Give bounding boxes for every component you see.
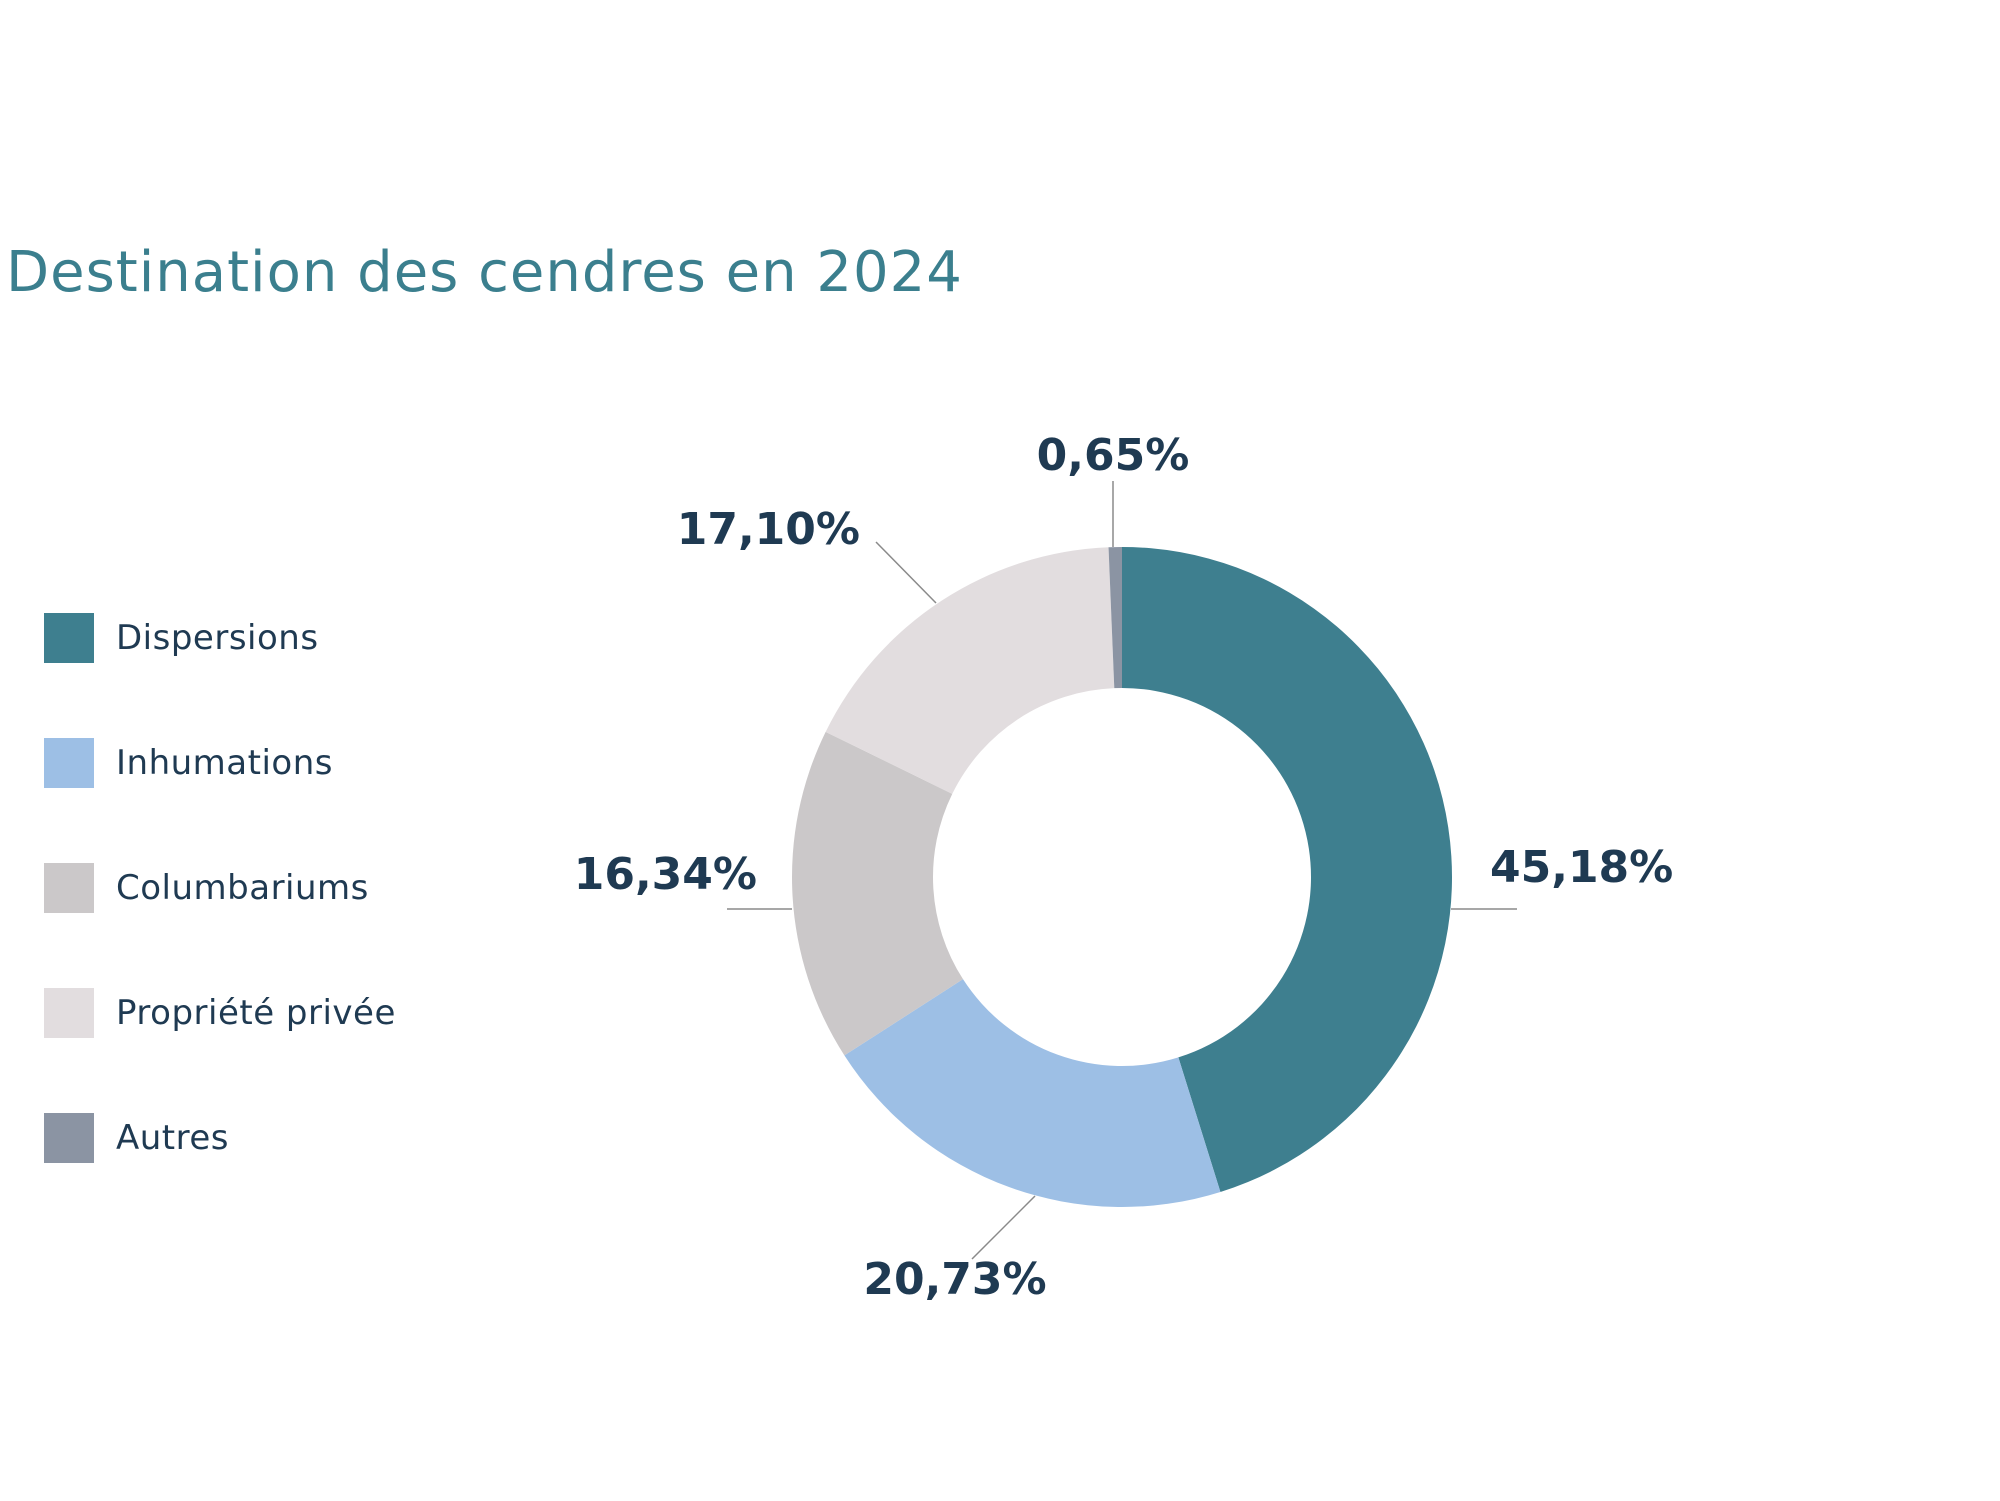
slice-propriete-privee — [825, 547, 1115, 794]
legend-item-propriete-privee: Propriété privée — [44, 988, 396, 1038]
legend-label: Propriété privée — [116, 993, 396, 1033]
legend-label: Inhumations — [116, 743, 333, 783]
legend-swatch — [44, 1113, 94, 1163]
slice-inhumations — [844, 979, 1221, 1207]
slice-columbariums — [791, 731, 963, 1056]
legend-label: Columbariums — [116, 868, 369, 908]
legend-swatch — [44, 863, 94, 913]
legend-item-autres: Autres — [44, 1113, 229, 1163]
legend-swatch — [44, 613, 94, 663]
data-label-columbariums: 16,34% — [574, 849, 757, 900]
legend-swatch — [44, 988, 94, 1038]
leader-line-propriete-privee — [875, 541, 937, 604]
slice-autres — [1108, 547, 1122, 689]
slice-dispersions — [1122, 547, 1452, 1192]
legend-item-inhumations: Inhumations — [44, 738, 333, 788]
data-label-dispersions: 45,18% — [1490, 842, 1673, 893]
legend-item-columbariums: Columbariums — [44, 863, 369, 913]
chart-title: Destination des cendres en 2024 — [6, 240, 963, 305]
legend-item-dispersions: Dispersions — [44, 613, 319, 663]
leader-line-inhumations — [971, 1195, 1036, 1260]
legend-label: Autres — [116, 1118, 230, 1158]
data-label-propriete-privee: 17,10% — [677, 504, 860, 555]
data-label-autres: 0,65% — [1037, 430, 1190, 481]
legend-swatch — [44, 738, 94, 788]
data-label-inhumations: 20,73% — [863, 1254, 1046, 1305]
legend-label: Dispersions — [116, 618, 319, 658]
